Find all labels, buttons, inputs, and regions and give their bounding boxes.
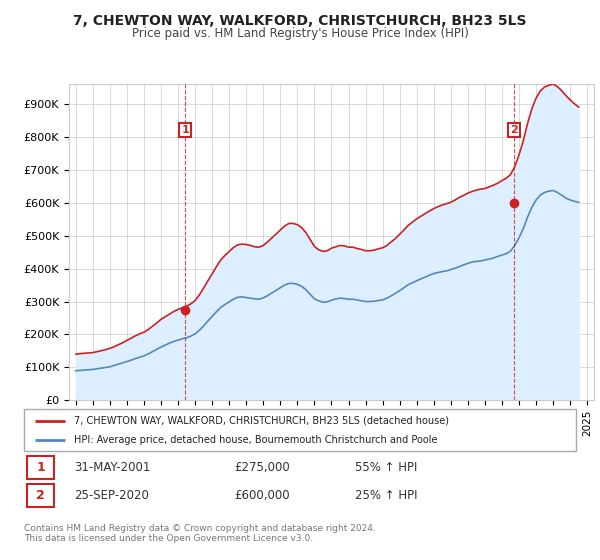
Text: Contains HM Land Registry data © Crown copyright and database right 2024.
This d: Contains HM Land Registry data © Crown c… <box>24 524 376 543</box>
FancyBboxPatch shape <box>27 456 55 479</box>
Text: 25% ↑ HPI: 25% ↑ HPI <box>355 489 418 502</box>
Text: 1: 1 <box>181 125 189 135</box>
Text: 7, CHEWTON WAY, WALKFORD, CHRISTCHURCH, BH23 5LS: 7, CHEWTON WAY, WALKFORD, CHRISTCHURCH, … <box>73 14 527 28</box>
FancyBboxPatch shape <box>24 409 576 451</box>
Text: 25-SEP-2020: 25-SEP-2020 <box>74 489 149 502</box>
Text: HPI: Average price, detached house, Bournemouth Christchurch and Poole: HPI: Average price, detached house, Bour… <box>74 435 437 445</box>
Text: £600,000: £600,000 <box>234 489 289 502</box>
Text: £275,000: £275,000 <box>234 461 290 474</box>
Text: 7, CHEWTON WAY, WALKFORD, CHRISTCHURCH, BH23 5LS (detached house): 7, CHEWTON WAY, WALKFORD, CHRISTCHURCH, … <box>74 416 449 426</box>
Text: 2: 2 <box>36 489 45 502</box>
FancyBboxPatch shape <box>27 484 55 507</box>
Text: 1: 1 <box>36 461 45 474</box>
Text: 55% ↑ HPI: 55% ↑ HPI <box>355 461 418 474</box>
Text: 2: 2 <box>511 125 518 135</box>
Text: 31-MAY-2001: 31-MAY-2001 <box>74 461 150 474</box>
Text: Price paid vs. HM Land Registry's House Price Index (HPI): Price paid vs. HM Land Registry's House … <box>131 27 469 40</box>
